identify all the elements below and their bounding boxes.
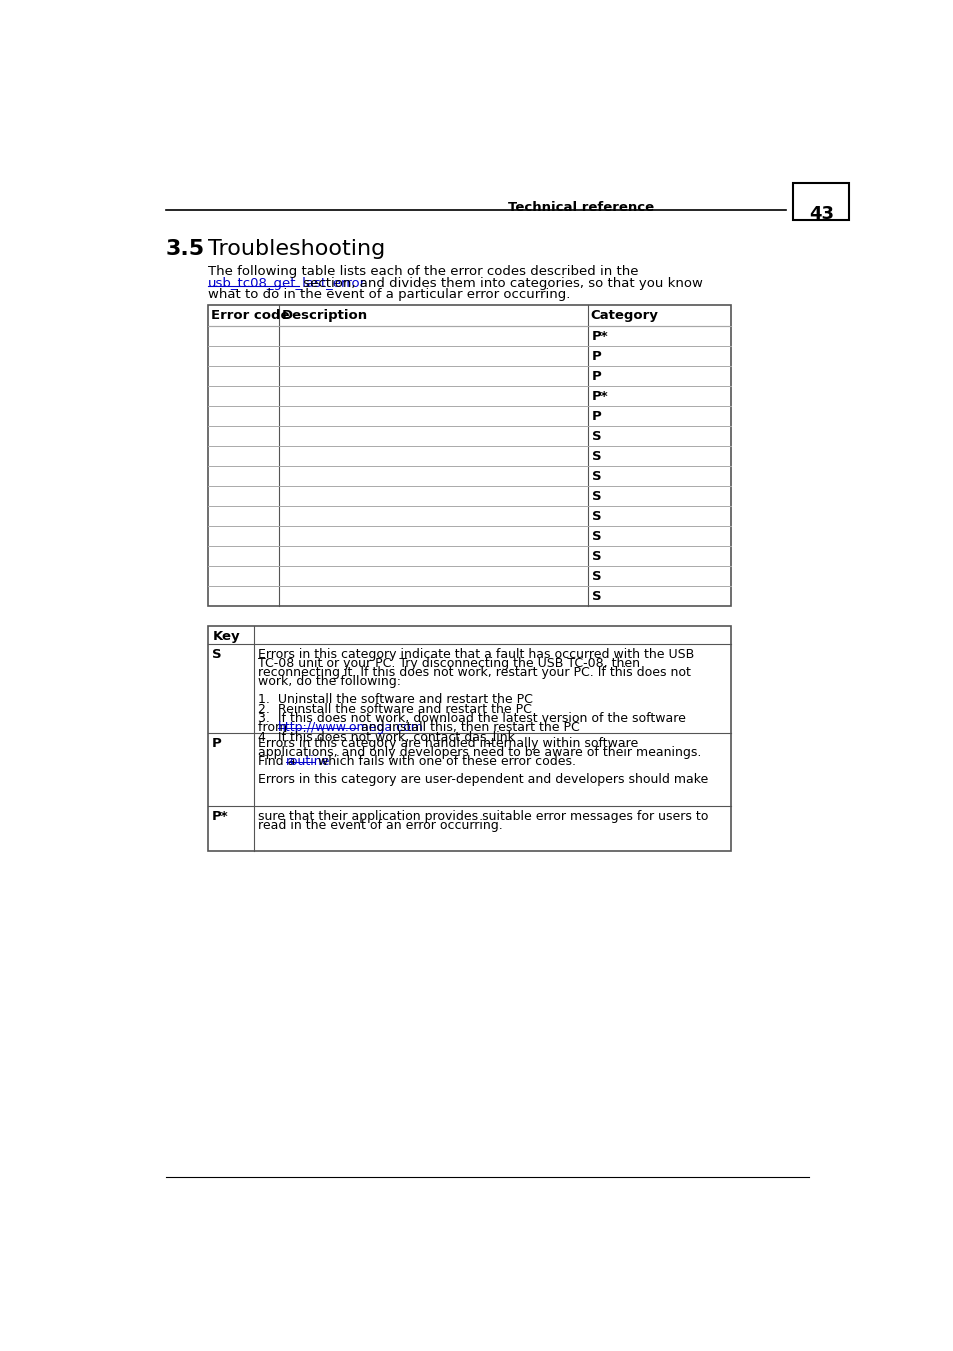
- Text: P: P: [591, 370, 600, 384]
- Text: 1.  Uninstall the software and restart the PC: 1. Uninstall the software and restart th…: [258, 693, 533, 707]
- Text: Key: Key: [213, 630, 240, 643]
- Text: routine: routine: [286, 755, 330, 767]
- Text: Description: Description: [282, 309, 368, 322]
- Text: and install this, then restart the PC: and install this, then restart the PC: [356, 720, 579, 734]
- Text: Troubleshooting: Troubleshooting: [208, 239, 385, 259]
- Text: reconnecting it. If this does not work, restart your PC. If this does not: reconnecting it. If this does not work, …: [258, 666, 690, 680]
- Text: usb_tc08_get_last_error: usb_tc08_get_last_error: [208, 277, 366, 290]
- Text: applications, and only developers need to be aware of their meanings.: applications, and only developers need t…: [258, 746, 700, 759]
- Text: which fails with one of these error codes.: which fails with one of these error code…: [314, 755, 575, 767]
- Text: 43: 43: [808, 205, 833, 223]
- Text: S: S: [591, 590, 600, 604]
- Text: 3.  If this does not work, download the latest version of the software: 3. If this does not work, download the l…: [258, 712, 685, 724]
- Bar: [208, 626, 731, 851]
- Text: Errors in this category are user-dependent and developers should make: Errors in this category are user-depende…: [258, 773, 708, 786]
- Text: Error code: Error code: [212, 309, 290, 322]
- Text: 4.  If this does not work, contact das_link: 4. If this does not work, contact das_li…: [258, 730, 515, 743]
- Text: P*: P*: [591, 330, 607, 343]
- Bar: [793, 182, 848, 220]
- Text: what to do in the event of a particular error occurring.: what to do in the event of a particular …: [208, 288, 570, 301]
- Text: Category: Category: [590, 309, 658, 322]
- Text: 2.  Reinstall the software and restart the PC: 2. Reinstall the software and restart th…: [258, 703, 532, 716]
- Text: S: S: [591, 550, 600, 563]
- Text: The following table lists each of the error codes described in the: The following table lists each of the er…: [208, 265, 639, 277]
- Text: S: S: [591, 470, 600, 484]
- Text: S: S: [591, 490, 600, 503]
- Text: Errors in this category are handled internally within software: Errors in this category are handled inte…: [258, 736, 638, 750]
- Text: from: from: [258, 720, 291, 734]
- Bar: [208, 304, 731, 607]
- Text: S: S: [591, 430, 600, 443]
- Text: S: S: [591, 570, 600, 584]
- Text: work, do the following:: work, do the following:: [258, 676, 401, 688]
- Text: http://www.omega.com: http://www.omega.com: [277, 720, 423, 734]
- Text: Find a: Find a: [258, 755, 299, 767]
- Text: Technical reference: Technical reference: [507, 200, 654, 213]
- Text: read in the event of an error occurring.: read in the event of an error occurring.: [258, 819, 502, 832]
- Text: 3.5: 3.5: [166, 239, 205, 259]
- Text: TC-08 unit or your PC. Try disconnecting the USB TC-08, then: TC-08 unit or your PC. Try disconnecting…: [258, 657, 639, 670]
- Text: S: S: [591, 450, 600, 463]
- Text: S: S: [212, 648, 222, 661]
- Text: P*: P*: [212, 809, 229, 823]
- Text: P*: P*: [591, 390, 607, 403]
- Text: section, and divides them into categories, so that you know: section, and divides them into categorie…: [299, 277, 702, 290]
- Text: P: P: [591, 350, 600, 363]
- Text: P: P: [212, 736, 222, 750]
- Text: S: S: [591, 511, 600, 523]
- Text: S: S: [591, 530, 600, 543]
- Text: P: P: [591, 411, 600, 423]
- Text: sure that their application provides suitable error messages for users to: sure that their application provides sui…: [258, 809, 708, 823]
- Text: Errors in this category indicate that a fault has occurred with the USB: Errors in this category indicate that a …: [258, 648, 694, 661]
